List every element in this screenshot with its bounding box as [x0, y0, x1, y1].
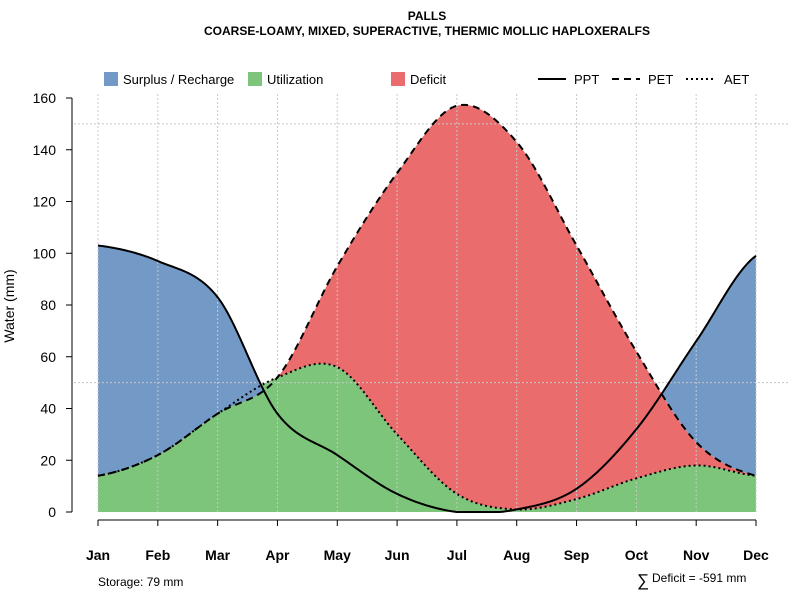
x-tick-label: Feb	[145, 547, 170, 563]
deficit-area	[98, 104, 756, 510]
y-axis: 0 20 40 60 80 100 120 140 160	[33, 90, 73, 520]
x-tick-label: Sep	[564, 547, 590, 563]
series-lines	[97, 103, 757, 513]
pet-line	[97, 103, 757, 477]
legend-swatch-surplus	[104, 72, 118, 86]
y-tick-label: 100	[33, 245, 57, 261]
y-tick-label: 120	[33, 194, 57, 210]
chart-title: PALLS	[408, 9, 446, 23]
y-tick-label: 40	[40, 401, 56, 417]
legend-label-surplus: Surplus / Recharge	[123, 72, 234, 87]
sum-symbol: ∑	[637, 571, 649, 590]
utilization-area	[98, 363, 756, 512]
chart-subtitle: COARSE-LOAMY, MIXED, SUPERACTIVE, THERMI…	[204, 24, 650, 38]
x-tick-label: Jun	[385, 547, 410, 563]
x-tick-label: Jul	[447, 547, 467, 563]
x-tick-label: May	[324, 547, 351, 563]
ppt-line	[97, 244, 757, 513]
y-tick-label: 80	[40, 297, 56, 313]
storage-annotation: Storage: 79 mm	[98, 575, 183, 589]
x-tick-label: Jan	[86, 547, 110, 563]
y-axis-label: Water (mm)	[1, 269, 17, 342]
aet-line	[97, 362, 757, 511]
x-tick-label: Nov	[683, 547, 710, 563]
legend-label-deficit: Deficit	[410, 72, 447, 87]
deficit-annotation: Deficit = -591 mm	[652, 571, 746, 585]
y-tick-label: 160	[33, 90, 57, 106]
legend-label-ppt: PPT	[574, 72, 599, 87]
y-tick-label: 20	[40, 452, 56, 468]
x-axis: Jan Feb Mar Apr May Jun Jul Aug Sep Oct Nov Dec	[86, 519, 769, 563]
y-tick-label: 60	[40, 349, 56, 365]
y-tick-label: 0	[48, 504, 56, 520]
legend-label-aet: AET	[724, 72, 749, 87]
legend-label-utilization: Utilization	[267, 72, 323, 87]
x-tick-label: Apr	[265, 547, 290, 563]
x-tick-label: Mar	[205, 547, 230, 563]
legend-swatch-deficit	[391, 72, 405, 86]
x-tick-label: Dec	[743, 547, 769, 563]
legend-label-pet: PET	[648, 72, 673, 87]
x-tick-label: Oct	[625, 547, 649, 563]
y-tick-label: 140	[33, 142, 57, 158]
legend-swatch-utilization	[248, 72, 262, 86]
legend: Surplus / Recharge Utilization Deficit P…	[104, 72, 749, 87]
x-tick-label: Aug	[503, 547, 530, 563]
areas-group	[98, 104, 756, 512]
grid	[74, 94, 790, 512]
surplus-area	[98, 104, 756, 476]
